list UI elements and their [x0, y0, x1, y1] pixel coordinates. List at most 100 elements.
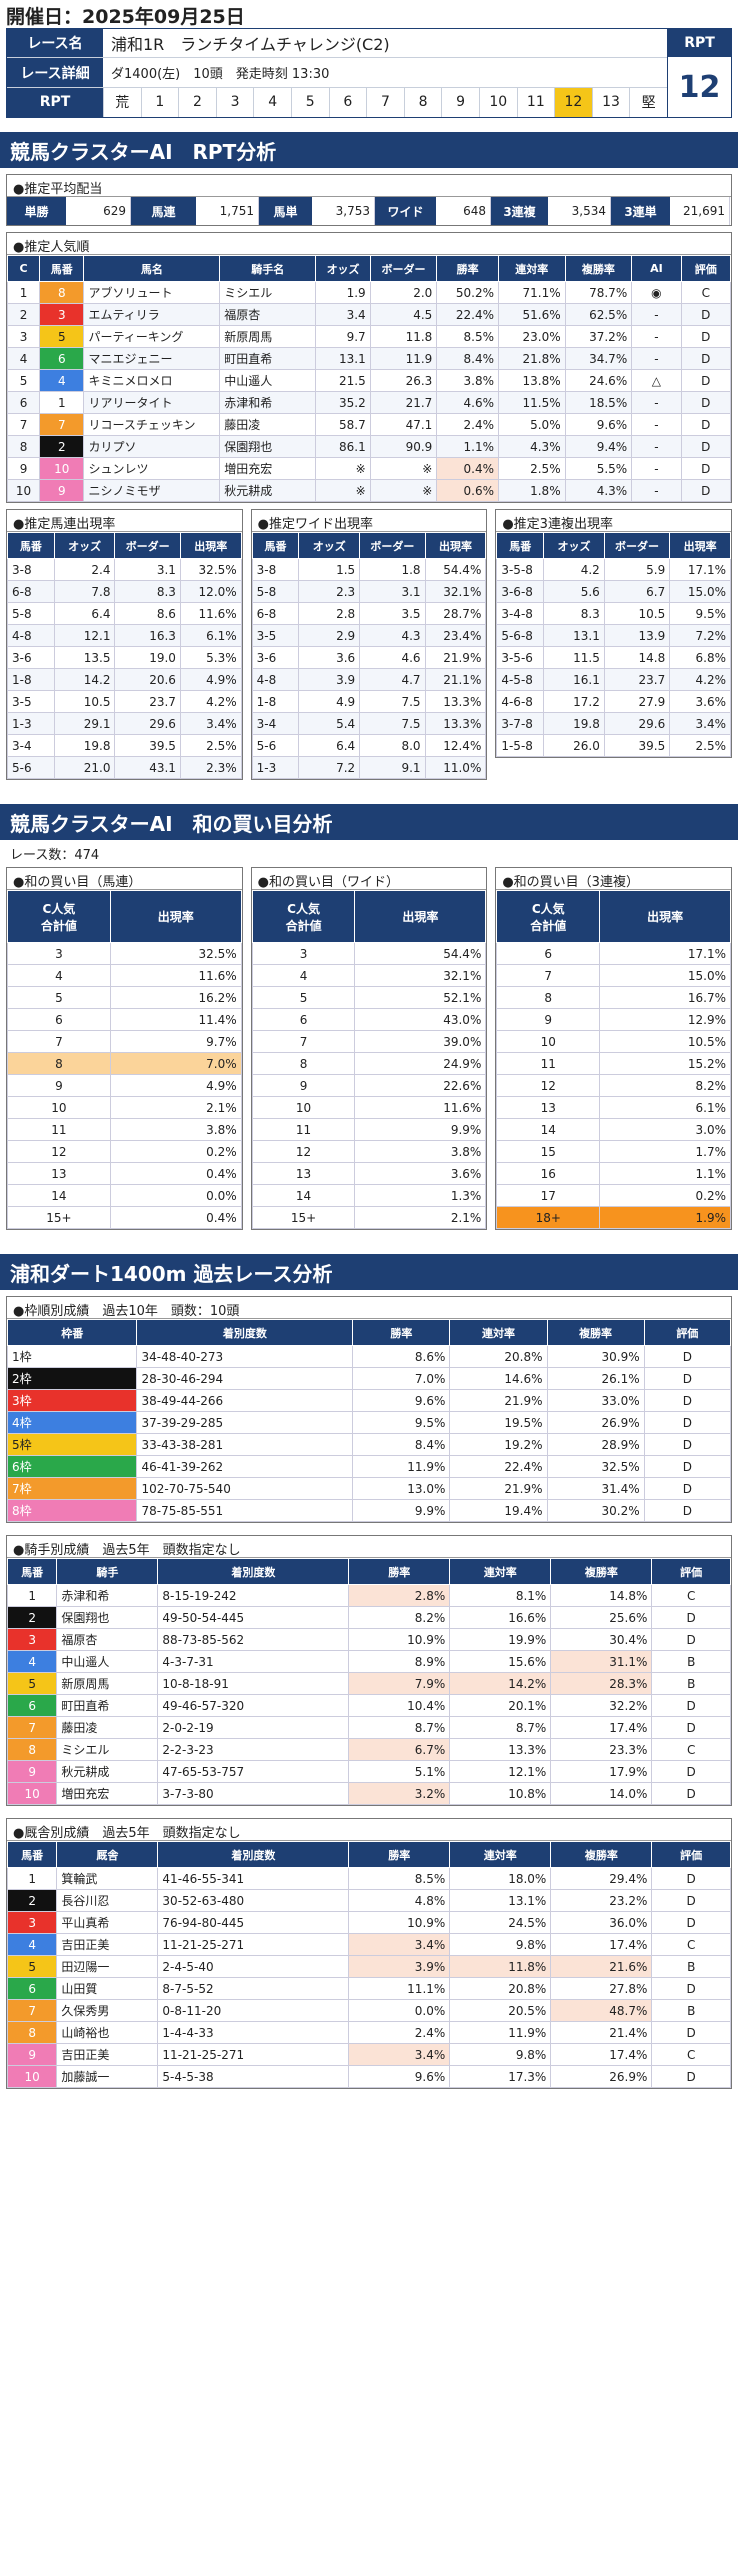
rpt-cell: 11: [516, 87, 555, 117]
jockey-cell: 28.3%: [550, 1672, 653, 1695]
wa-sanren-rate: 1.7%: [599, 1140, 732, 1163]
jockey-cell: D: [651, 1628, 731, 1651]
wide-header-row: 馬番 オッズ ボーダー 出現率: [251, 532, 487, 559]
sanrenpuku-cell: 4.2%: [669, 668, 732, 691]
sanrenpuku-cell: 3-7-8: [496, 712, 545, 735]
wa-umaren-header-row: C人気 合計値 出現率: [7, 890, 242, 943]
jockey-cell: 14.2%: [449, 1672, 552, 1695]
payout-label: 単勝: [7, 197, 67, 225]
sanrenpuku-cell: 1-5-8: [496, 734, 545, 757]
trainer-cell: 0.0%: [348, 1999, 451, 2022]
jockey-horse-number: 5: [6, 1672, 58, 1695]
umaren-row: 6-8 7.8 8.3 12.0%: [7, 580, 242, 603]
wide-cell: 21.9%: [424, 646, 487, 669]
payout-value: 1,751: [197, 197, 259, 225]
umaren-cell: 5-8: [7, 602, 55, 625]
trainer-cell: 3.4%: [348, 2043, 451, 2066]
wa-sanren-row: 10 10.5%: [496, 1030, 732, 1053]
waku-cell: 34-48-40-273: [136, 1345, 354, 1368]
trainer-cell: 11.8%: [449, 1955, 552, 1978]
wa-sanren-rate: 1.1%: [599, 1162, 732, 1185]
wide-cell: 28.7%: [424, 602, 487, 625]
wa-sanren-title: ●和の買い目（3連複）: [496, 868, 732, 890]
pop-cell: 赤津和希: [219, 391, 317, 414]
payout-value: 3,534: [549, 197, 611, 225]
umaren-cell: 11.6%: [179, 602, 242, 625]
pop-cell: 秋元耕成: [219, 479, 317, 502]
pop-horse-number: 9: [39, 479, 85, 502]
payout-title: ●推定平均配当: [7, 175, 731, 197]
jockey-cell: 10.8%: [449, 1782, 552, 1805]
pop-cell: 13.1: [315, 347, 371, 370]
popularity-title: ●推定人気順: [7, 233, 731, 255]
pop-col-header: C: [6, 255, 41, 282]
pop-cell: 58.7: [315, 413, 371, 436]
wa-sanren-rate: 16.7%: [599, 986, 732, 1009]
wide-cell: 4.3: [359, 624, 426, 647]
wa-umaren-sum: 6: [7, 1008, 111, 1031]
wa-wide-rate: 32.1%: [354, 964, 487, 987]
wide-row: 5-8 2.3 3.1 32.1%: [251, 580, 487, 603]
rpt-header: RPT: [668, 29, 731, 57]
waku-cell: 7.0%: [352, 1367, 451, 1390]
trainer-cell: 26.9%: [550, 2065, 653, 2088]
pop-cell: 藤田凌: [219, 413, 317, 436]
wa-wide-sum: 14: [251, 1184, 356, 1207]
wide-cell: 2.3: [298, 580, 361, 603]
pop-cell: 62.5%: [564, 303, 633, 326]
sanrenpuku-box: ●推定3連複出現率 馬番 オッズ ボーダー 出現率 3-5-8 4.2 5.9 17.1% 3-6…: [495, 509, 733, 758]
wide-cell: 4.6: [359, 646, 426, 669]
pop-cell: 新原周馬: [219, 325, 317, 348]
jockey-cell: 秋元耕成: [56, 1760, 159, 1783]
waku-cell: 33-43-38-281: [136, 1433, 354, 1456]
wa-umaren-rate: 32.5%: [109, 942, 242, 965]
wide-row: 6-8 2.8 3.5 28.7%: [251, 602, 487, 625]
sanrenpuku-cell: 19.8: [543, 712, 605, 735]
pop-cell: ※: [369, 457, 438, 480]
wa-umaren-title: ●和の買い目（馬連）: [7, 868, 242, 890]
jockey-cell: 8-15-19-242: [157, 1584, 350, 1607]
sanrenpuku-cell: 13.1: [543, 624, 605, 647]
waku-col-header: 勝率: [352, 1319, 451, 1346]
trainer-table: 馬番 厩舎 着別度数 勝率 連対率 複勝率 評価 1 箕輪武 41-46-55-341 8.5% 18…: [6, 1841, 731, 2088]
wide-row: 1-8 4.9 7.5 13.3%: [251, 690, 487, 713]
sanrenpuku-col-header: 馬番: [496, 532, 545, 559]
pop-cell: 5: [6, 369, 41, 392]
jockey-cell: 保園翔也: [56, 1606, 159, 1629]
umaren-cell: 29.6: [114, 712, 181, 735]
pop-col-header: 騎手名: [219, 255, 317, 282]
wide-cell: 4-8: [251, 668, 300, 691]
waku-col-header: 着別度数: [136, 1319, 354, 1346]
wa-sanren-row: 13 6.1%: [496, 1096, 732, 1119]
wa-wide-sum: 13: [251, 1162, 356, 1185]
wa-umaren-sum: 15+: [7, 1206, 111, 1229]
jockey-horse-number: 1: [6, 1584, 58, 1607]
jockey-cell: 32.2%: [550, 1694, 653, 1717]
umaren-cell: 20.6: [114, 668, 181, 691]
wa-wide-sum: 10: [251, 1096, 356, 1119]
jockey-cell: 10-8-18-91: [157, 1672, 350, 1695]
pop-cell: 0.6%: [436, 479, 499, 502]
waku-cell: 30.9%: [546, 1345, 645, 1368]
pop-cell: ※: [315, 457, 371, 480]
wa-sanren-row: 11 15.2%: [496, 1052, 732, 1075]
wa-sanren-sum: 11: [496, 1052, 601, 1075]
wa-umaren-sum: 14: [7, 1184, 111, 1207]
jockey-row: 6 町田直希 49-46-57-320 10.4% 20.1% 32.2% D: [6, 1694, 731, 1717]
wide-cell: 23.4%: [424, 624, 487, 647]
race-detail: ダ1400(左) 10頭 発走時刻 13:30: [111, 67, 330, 83]
pop-cell: 13.8%: [498, 369, 566, 392]
pop-cell: 8: [6, 435, 41, 458]
pop-cell: -: [631, 347, 682, 370]
umaren-cell: 39.5: [114, 734, 181, 757]
trainer-cell: 17.3%: [449, 2065, 552, 2088]
jockey-header-row: 馬番 騎手 着別度数 勝率 連対率 複勝率 評価: [6, 1558, 731, 1585]
jockey-cell: 2-0-2-19: [157, 1716, 350, 1739]
rpt-cell: 2: [178, 87, 216, 117]
wide-cell: 3-8: [251, 558, 300, 581]
wa-wide-rate: 11.6%: [354, 1096, 487, 1119]
jockey-cell: 新原周馬: [56, 1672, 159, 1695]
waku-cell: D: [643, 1411, 732, 1434]
wide-cell: 13.3%: [424, 712, 487, 735]
sanrenpuku-cell: 5.6: [543, 580, 605, 603]
